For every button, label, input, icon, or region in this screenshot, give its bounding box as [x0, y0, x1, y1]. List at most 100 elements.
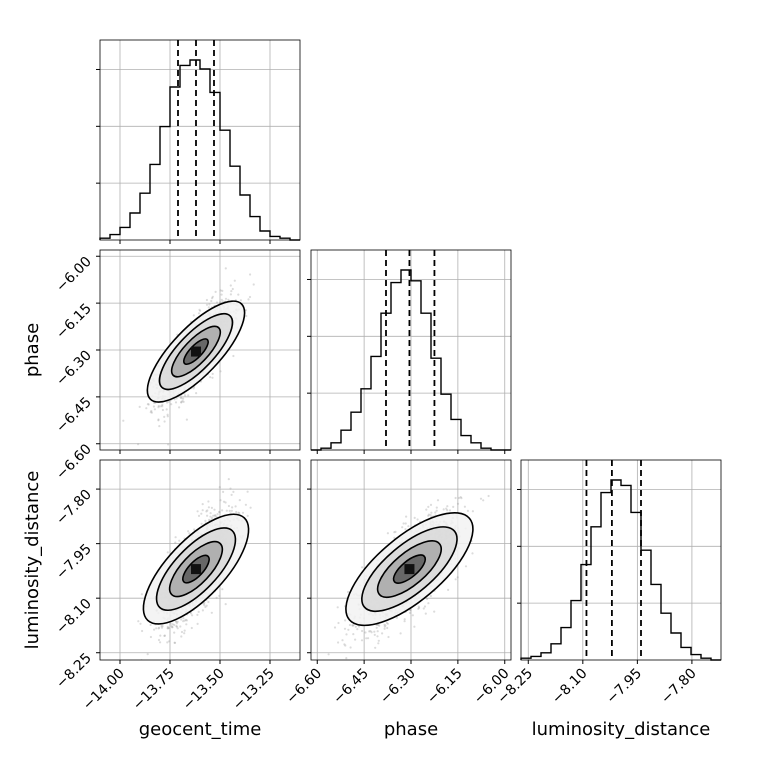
contour-2-sigma [142, 513, 250, 625]
sample-point [466, 509, 469, 512]
sample-point [454, 578, 457, 581]
x-axis-title-luminosity_distance: luminosity_distance [532, 719, 711, 740]
sample-point [224, 603, 227, 606]
sample-point [208, 303, 211, 306]
sample-point [336, 606, 339, 609]
sample-point [196, 613, 199, 617]
sample-point [122, 419, 125, 422]
sample-point [352, 633, 355, 636]
contour-1.5-sigma [361, 526, 458, 613]
sample-point [139, 622, 142, 625]
sample-point [204, 519, 207, 523]
sample-point [210, 299, 213, 303]
sample-point [157, 404, 160, 408]
sample-point [178, 406, 181, 409]
y-tick-label-phase: −6.15 [53, 301, 95, 343]
sample-point [221, 588, 224, 591]
sample-point [146, 653, 149, 656]
sample-point [230, 493, 233, 496]
x-tick-label-geocent_time: −14.00 [80, 666, 128, 714]
sample-point [163, 415, 166, 418]
sample-point [349, 646, 352, 649]
sample-point [213, 508, 216, 511]
sample-point [237, 293, 240, 296]
sample-point [175, 625, 178, 628]
sample-point [345, 657, 348, 660]
sample-point [166, 627, 169, 630]
contour-0.5-sigma [392, 554, 427, 584]
sample-point [434, 511, 437, 514]
histogram-steps-luminosity_distance [520, 479, 721, 661]
sample-point [360, 639, 364, 642]
sample-point [218, 486, 221, 489]
sample-point [383, 625, 386, 628]
sample-point [224, 267, 227, 270]
scatter-panel-luminosity_distance-vs-geocent_time [96, 456, 301, 664]
contour-2-sigma [146, 300, 246, 403]
sample-point [153, 408, 156, 411]
sample-point [436, 499, 440, 502]
sample-point [482, 499, 485, 502]
sample-point [180, 401, 183, 404]
sample-point [200, 512, 203, 515]
sample-point [464, 565, 468, 568]
sample-point [174, 536, 177, 539]
sample-point [197, 610, 200, 614]
sample-point [183, 629, 186, 632]
sample-point [187, 530, 190, 533]
y-tick-label-luminosity_distance: −7.95 [53, 541, 95, 583]
sample-point [413, 516, 416, 520]
sample-point [215, 515, 218, 518]
sample-point [191, 614, 194, 617]
sample-point [348, 623, 351, 627]
sample-point [197, 514, 201, 518]
sample-point [152, 405, 155, 408]
sample-point [145, 407, 148, 410]
sample-point [235, 510, 238, 514]
sample-point [203, 604, 206, 607]
x-tick-label-phase: −6.15 [424, 666, 466, 708]
sample-point [378, 624, 381, 627]
sample-point [377, 623, 380, 626]
y-axis-title-luminosity_distance: luminosity_distance [22, 471, 43, 650]
contour-1-sigma [170, 325, 222, 378]
sample-point [173, 641, 176, 644]
sample-point [383, 623, 386, 626]
sample-point [387, 635, 390, 639]
sample-point [321, 669, 323, 671]
contour-1.5-sigma [158, 312, 234, 391]
sample-point [160, 624, 163, 628]
x-axis-title-phase: phase [384, 719, 438, 740]
sample-point [150, 411, 153, 414]
sample-point [209, 511, 212, 515]
sample-point [249, 273, 252, 276]
sample-point [409, 609, 412, 612]
sample-point [333, 626, 337, 629]
sample-point [361, 629, 364, 633]
sample-point [347, 628, 350, 631]
sample-point [386, 622, 389, 625]
sample-point [187, 394, 190, 397]
sample-point [163, 420, 166, 423]
sample-point [343, 627, 347, 630]
x-tick-label-geocent_time: −13.75 [130, 666, 178, 714]
panel-frame [99, 39, 301, 241]
sample-point [364, 631, 367, 634]
sample-point [215, 301, 219, 304]
sample-point [247, 298, 250, 301]
sample-point [218, 510, 221, 513]
sample-point [231, 506, 234, 509]
sample-point [165, 408, 168, 411]
sample-point [260, 456, 262, 458]
sample-point [219, 301, 222, 304]
sample-point [210, 506, 213, 509]
sample-point [347, 590, 350, 594]
sample-point [158, 626, 161, 629]
sample-point [337, 641, 340, 644]
sample-point [221, 289, 224, 292]
sample-point [377, 642, 380, 645]
sample-point [174, 541, 177, 544]
sample-point [180, 401, 183, 404]
sample-point [204, 605, 207, 609]
sample-point [182, 617, 185, 620]
